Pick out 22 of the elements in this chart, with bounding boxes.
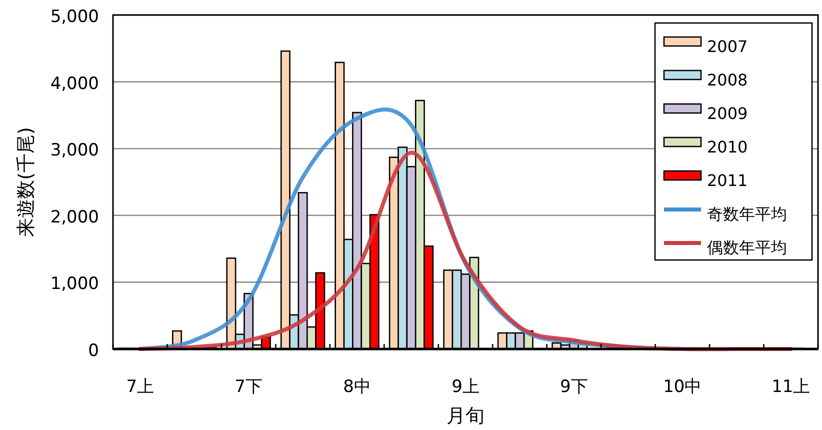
y-tick-label: 2,000 bbox=[50, 207, 99, 228]
y-tick-label: 1,000 bbox=[50, 274, 99, 294]
y-tick-label: 4,000 bbox=[50, 74, 99, 94]
x-tick-label: 10中 bbox=[663, 377, 702, 397]
legend-label: 2007 bbox=[707, 37, 748, 56]
x-tick-label: 7下 bbox=[234, 377, 262, 397]
y-axis-title: 来遊数(千尾) bbox=[15, 127, 37, 237]
x-tick-label: 8中 bbox=[343, 377, 371, 397]
legend-label: 偶数年平均 bbox=[707, 238, 787, 257]
y-tick-label: 3,000 bbox=[50, 140, 99, 161]
legend-label: 2010 bbox=[707, 138, 748, 156]
x-axis-title: 月旬 bbox=[446, 405, 484, 427]
x-tick-label: 9下 bbox=[560, 377, 588, 397]
legend-label: 2009 bbox=[707, 104, 748, 123]
x-tick-label: 7上 bbox=[126, 377, 154, 397]
x-tick-label: 11上 bbox=[772, 377, 810, 397]
legend-label: 2008 bbox=[707, 70, 748, 90]
legend-label: 奇数年平均 bbox=[707, 204, 787, 224]
y-tick-label: 5,000 bbox=[50, 7, 99, 27]
x-tick-label: 9上 bbox=[452, 377, 480, 397]
legend-label: 2011 bbox=[707, 171, 748, 190]
y-tick-label: 0 bbox=[88, 341, 99, 361]
